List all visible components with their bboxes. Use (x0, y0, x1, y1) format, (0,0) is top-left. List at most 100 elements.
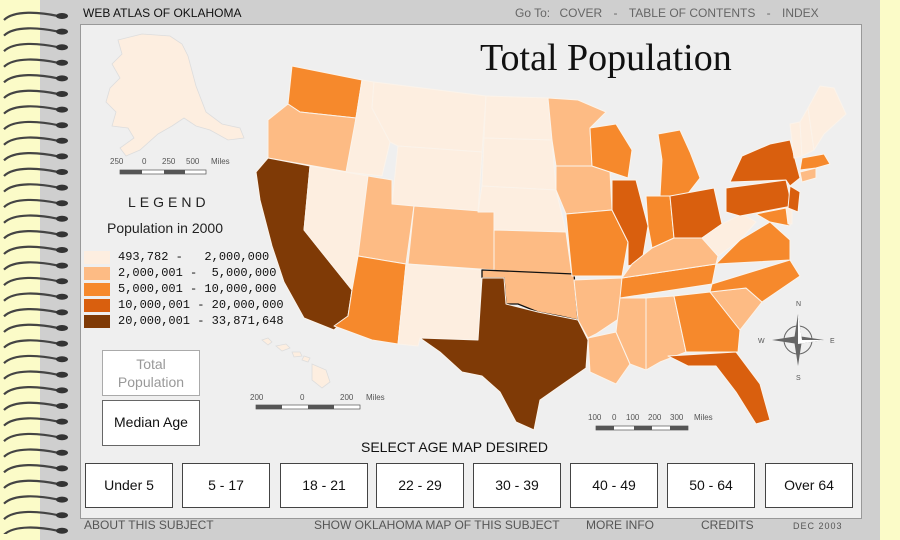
state-new-jersey (787, 185, 801, 213)
svg-text:Miles: Miles (694, 413, 713, 422)
svg-text:100: 100 (588, 413, 602, 422)
scale-bar-alaska: 250 0 250 500 Miles (110, 157, 230, 175)
age-button-under-5[interactable]: Under 5 (85, 463, 173, 508)
site-title: WEB ATLAS OF OKLAHOMA (83, 6, 242, 20)
spiral-hole (56, 434, 68, 441)
spiral-coil (3, 120, 59, 131)
state-georgia (673, 291, 741, 353)
age-button-18-21[interactable]: 18 - 21 (280, 463, 368, 508)
legend-swatch (84, 267, 110, 280)
spiral-hole (56, 371, 68, 378)
show-oklahoma-map-link[interactable]: SHOW OKLAHOMA MAP OF THIS SUBJECT (314, 518, 560, 532)
state-delaware (785, 207, 793, 225)
total-population-button[interactable]: Total Population (102, 350, 200, 396)
spiral-hole (56, 449, 68, 456)
spiral-hole (56, 59, 68, 66)
median-age-button[interactable]: Median Age (102, 400, 200, 446)
age-button-50-64[interactable]: 50 - 64 (667, 463, 755, 508)
spiral-coil (3, 448, 59, 458)
spiral-hole (56, 465, 68, 472)
spiral-coil (3, 167, 59, 177)
nav-separator: - (613, 6, 618, 20)
state-colorado (407, 205, 495, 271)
spiral-coil (3, 339, 59, 349)
spiral-coil (3, 495, 59, 505)
spiral-hole (56, 169, 68, 175)
spiral-coil (3, 245, 59, 255)
credits-link[interactable]: CREDITS (701, 518, 754, 532)
spiral-coil (3, 276, 59, 287)
spiral-hole (56, 75, 68, 82)
spiral-hole (56, 481, 68, 487)
spiral-hole (56, 122, 68, 129)
state-washington (287, 65, 363, 119)
legend-swatch (84, 251, 110, 264)
spiral-coil (3, 510, 59, 521)
spiral-coil (3, 152, 59, 162)
spiral-coil (3, 42, 59, 53)
age-button-22-29[interactable]: 22 - 29 (376, 463, 464, 508)
age-button-40-49[interactable]: 40 - 49 (570, 463, 658, 508)
age-button-over-64[interactable]: Over 64 (765, 463, 853, 508)
spiral-hole (56, 278, 68, 285)
state-new-york (729, 139, 801, 187)
total-population-label: Total Population (117, 356, 185, 390)
spiral-hole (56, 527, 68, 534)
spiral-coil (3, 308, 59, 318)
state-north-dakota (483, 95, 553, 141)
publication-date: DEC 2003 (793, 521, 843, 531)
svg-text:N: N (796, 301, 801, 308)
age-button-30-39[interactable]: 30 - 39 (473, 463, 561, 508)
spiral-binding (3, 11, 68, 534)
spiral-hole (56, 137, 68, 144)
nav-index-link[interactable]: INDEX (782, 6, 819, 20)
svg-text:0: 0 (142, 157, 147, 166)
spiral-hole (56, 293, 68, 300)
state-mississippi (615, 297, 647, 371)
spiral-coil (3, 105, 59, 115)
state-wyoming (391, 145, 483, 213)
spiral-hole (56, 356, 68, 363)
spiral-hole (56, 28, 68, 35)
spiral-hole (56, 184, 68, 191)
spiral-hole (56, 231, 68, 238)
svg-text:Miles: Miles (366, 393, 385, 402)
spiral-coil (3, 386, 59, 396)
svg-text:S: S (796, 375, 801, 382)
spiral-coil (3, 323, 59, 333)
state-maine (807, 85, 847, 151)
svg-text:200: 200 (340, 393, 354, 402)
spiral-hole (56, 44, 68, 51)
legend-class-label: 5,000,001 - 10,000,000 (118, 282, 277, 296)
nav-separator: - (766, 6, 771, 20)
age-select-label: SELECT AGE MAP DESIRED (361, 439, 548, 455)
spiral-coil (3, 417, 59, 427)
more-info-link[interactable]: MORE INFO (586, 518, 654, 532)
state-texas (419, 277, 589, 431)
spiral-coil (3, 432, 59, 443)
legend-subtitle: Population in 2000 (107, 220, 223, 236)
svg-text:Miles: Miles (211, 157, 230, 166)
top-bar: WEB ATLAS OF OKLAHOMA Go To: COVER - TAB… (83, 6, 883, 22)
nav-toc-link[interactable]: TABLE OF CONTENTS (628, 6, 756, 20)
scale-bar-main: 100 0 100 200 300 Miles (588, 413, 713, 431)
spiral-hole (56, 496, 68, 503)
spiral-hole (56, 403, 68, 409)
state-alaska (105, 33, 245, 157)
nav-cover-link[interactable]: COVER (559, 6, 603, 20)
state-michigan (657, 129, 701, 197)
spiral-hole (56, 262, 68, 269)
compass-rose-icon: N E S W (758, 301, 835, 382)
spiral-hole (56, 325, 68, 331)
spiral-coil (3, 27, 59, 37)
spiral-hole (56, 247, 68, 253)
about-subject-link[interactable]: ABOUT THIS SUBJECT (84, 518, 214, 532)
state-virginia (715, 221, 791, 265)
state-kansas (493, 229, 573, 277)
age-button-5-17[interactable]: 5 - 17 (182, 463, 270, 508)
spiral-hole (56, 340, 68, 347)
legend-swatch (84, 283, 110, 296)
svg-text:0: 0 (612, 413, 617, 422)
goto-label: Go To: (515, 6, 551, 20)
